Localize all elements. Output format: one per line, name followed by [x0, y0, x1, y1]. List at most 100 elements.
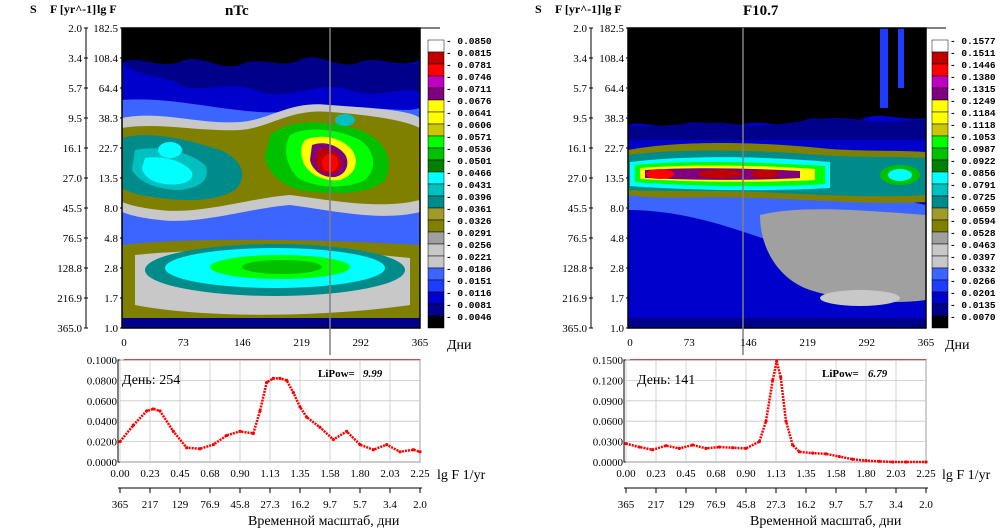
scale-tick: 2.0	[919, 499, 933, 511]
y-tick: 0.1500	[593, 355, 624, 367]
s-tick: 9.5	[68, 113, 82, 125]
colorbar-swatch	[931, 39, 949, 53]
colorbar-label: - 0.0081	[446, 300, 492, 311]
colorbar-swatch	[931, 303, 949, 317]
colorbar-label: - 0.0501	[446, 156, 492, 167]
colorbar-label: - 0.0711	[446, 84, 492, 95]
colorbar-label: - 0.0116	[446, 288, 492, 299]
s-tick: 27.0	[568, 173, 588, 185]
spectrum-point	[824, 452, 828, 456]
right-scale-label: Временной масштаб, дни	[750, 514, 902, 528]
spectrum-point	[691, 443, 695, 447]
colorbar-label: - 0.0135	[950, 300, 996, 311]
lgf-tick: 1.36	[0, 143, 1, 155]
spectrum-point	[265, 380, 269, 385]
scale-tick: 2.0	[413, 499, 427, 511]
s-tick: 45.5	[63, 203, 83, 215]
spectrum-point	[924, 460, 928, 464]
left-spectrum-scale-ticks: 365 217 129 76.9 45.8 27.3 16.2 9.7 5.7 3.4 2.0	[112, 488, 427, 511]
colorbar-label: - 0.0528	[950, 228, 996, 239]
s-tick: 5.7	[573, 83, 587, 95]
left-lipow-label: LiPow=	[318, 368, 355, 380]
colorbar-label: - 0.0606	[446, 120, 492, 131]
colorbar-label: - 0.0676	[446, 96, 492, 107]
colorbar-label: - 0.1315	[950, 84, 996, 95]
left-axis-s-label: S	[30, 2, 37, 16]
colorbar-swatch	[931, 195, 949, 209]
y-tick: 0.0000	[87, 457, 118, 469]
colorbar-swatch	[931, 255, 949, 269]
spectrum-point	[318, 425, 322, 429]
s-tick: 16.1	[568, 143, 587, 155]
colorbar-label: - 0.0256	[446, 240, 492, 251]
right-spectrum-y-ticks: 0.1500 0.1200 0.0900 0.0600 0.0300 0.0000	[593, 355, 624, 469]
spectrum-point	[664, 444, 668, 448]
x-tick: 1.58	[826, 468, 846, 480]
spectrum-point	[624, 442, 628, 446]
spectrum-point	[717, 445, 721, 449]
colorbar-swatch	[931, 75, 949, 89]
spectrum-point	[291, 391, 295, 395]
right-day-label: День: 141	[637, 373, 695, 388]
s-tick: 5.7	[68, 83, 82, 95]
colorbar-label: - 0.0463	[950, 240, 996, 251]
left-y-ticks: 2.0182.52.263.4108.42.045.764.41.819.538…	[0, 23, 124, 335]
spectrum-point	[811, 451, 815, 455]
colorbar-label: - 0.0746	[446, 72, 492, 83]
f-tick: 4.8	[610, 233, 624, 245]
spectrum-point	[225, 433, 229, 438]
right-spectrum-panel: 0.1500 0.1200 0.0900 0.0600 0.0300 0.0000 0.0…	[593, 355, 991, 528]
spectrum-point	[904, 460, 908, 464]
colorbar-swatch	[427, 207, 445, 221]
colorbar-label: - 0.1249	[950, 96, 996, 107]
colorbar-label: - 0.0571	[446, 132, 492, 143]
colorbar-label: - 0.0791	[950, 180, 996, 191]
spectrum-point	[285, 378, 289, 382]
y-tick: 0.0900	[593, 396, 624, 408]
s-tick: 2.0	[573, 23, 587, 35]
y-tick: 0.0400	[87, 416, 118, 428]
colorbar-swatch	[931, 99, 949, 113]
f-tick: 1.0	[104, 323, 118, 335]
spectrum-point	[851, 457, 855, 461]
f-tick: 1.7	[610, 293, 624, 305]
spectrum-point	[278, 376, 282, 380]
left-xlabel: lg F 1/yr	[437, 468, 486, 483]
x-tick: 1.35	[290, 468, 310, 480]
colorbar-swatch	[931, 231, 949, 245]
x-tick: 0.00	[616, 468, 636, 480]
x-tick: 219	[799, 337, 816, 349]
f-tick: 1.0	[610, 323, 624, 335]
x-tick: 146	[740, 337, 757, 349]
x-tick: 0	[121, 337, 127, 349]
x-tick: 2.25	[410, 468, 430, 480]
scale-tick: 3.4	[383, 499, 397, 511]
colorbar-swatch	[931, 87, 949, 101]
lgf-tick: 0.90	[0, 203, 1, 215]
spectrum-point	[398, 450, 402, 454]
colorbar-swatch	[931, 51, 949, 65]
spectrum-point	[238, 429, 242, 433]
lgf-tick: 2.04	[0, 53, 1, 65]
x-tick: 0.90	[736, 468, 756, 480]
x-tick: 0.68	[706, 468, 726, 480]
colorbar-label: - 0.0396	[446, 192, 492, 203]
spectrum-point	[258, 409, 262, 413]
colorbar-swatch	[427, 39, 445, 53]
x-tick: 73	[178, 337, 190, 349]
s-tick: 3.4	[573, 53, 587, 65]
colorbar-swatch	[427, 51, 445, 65]
left-lipow-value: 9.99	[363, 368, 383, 380]
colorbar-label: - 0.1446	[950, 60, 996, 71]
colorbar-swatch	[931, 243, 949, 257]
lgf-tick: 0.45	[0, 263, 1, 275]
colorbar-swatch	[931, 111, 949, 125]
colorbar-label: - 0.1118	[950, 120, 996, 131]
y-tick: 0.1000	[87, 355, 118, 367]
scale-tick: 45.8	[736, 499, 756, 511]
s-tick: 3.4	[68, 53, 82, 65]
right-lipow-value: 6.79	[868, 368, 888, 380]
colorbar-label: - 0.1511	[950, 48, 996, 59]
colorbar-swatch	[427, 195, 445, 209]
